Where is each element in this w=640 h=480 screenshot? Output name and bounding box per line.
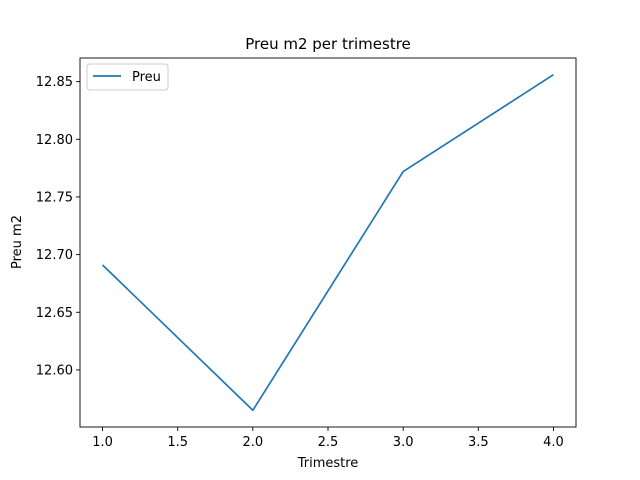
y-axis-label: Preu m2 [10,215,25,269]
x-tick-label: 2.5 [318,435,339,450]
y-tick-label: 12.80 [36,133,73,148]
x-axis-label: Trimestre [297,456,359,471]
legend-label: Preu [132,70,161,85]
x-tick-label: 1.0 [92,435,113,450]
series-line-0 [101,74,554,412]
y-tick-label: 12.75 [36,190,73,205]
x-tick-label: 3.0 [393,435,414,450]
y-tick-label: 12.60 [36,363,73,378]
y-tick-label: 12.85 [36,75,73,90]
plot-area: 1.0 1.5 2.0 2.5 3.0 3.5 4.0 12.60 12.65 12.70 12.7… [36,57,577,450]
x-tick-label: 2.0 [243,435,264,450]
x-tick-label: 3.5 [468,435,489,450]
legend-box [86,63,169,91]
x-tick-label: 1.5 [167,435,188,450]
x-tick-label: 4.0 [543,435,564,450]
y-tick-label: 12.65 [36,306,73,321]
y-tick-label: 12.70 [36,248,73,263]
chart-title: Preu m2 per trimestre [245,35,411,53]
